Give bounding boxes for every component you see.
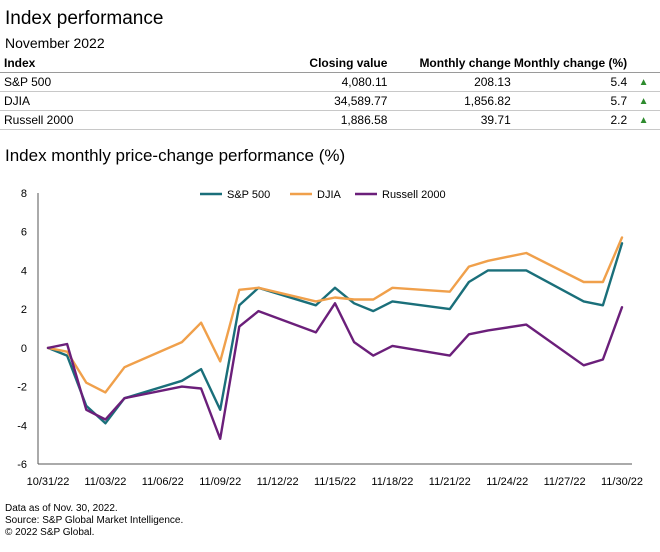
up-arrow-icon: ▲ [638, 76, 649, 88]
y-tick-label: 0 [21, 343, 27, 355]
x-tick-label: 11/18/22 [371, 476, 413, 488]
up-arrow-icon: ▲ [638, 114, 649, 126]
x-tick-label: 11/03/22 [84, 476, 126, 488]
row-index-name: DJIA [4, 94, 31, 108]
series-line-s-p-500 [46, 242, 624, 425]
row-monthly-change: 208.13 [474, 75, 511, 89]
x-axis: 10/31/22 11/03/22 11/06/22 11/09/22 11/12/22… [27, 463, 643, 488]
x-tick-label: 11/15/22 [314, 476, 356, 488]
footnotes: Data as of Nov. 30, 2022. Source: S&P Gl… [5, 503, 183, 539]
y-tick-label: -4 [17, 420, 27, 432]
x-tick-label: 11/09/22 [199, 476, 241, 488]
table-row: S&P 500 4,080.11 208.13 5.4 ▲ [0, 73, 660, 92]
series-lines [46, 236, 624, 440]
row-closing-value: 4,080.11 [341, 75, 388, 89]
y-tick-label: -2 [17, 382, 27, 394]
chart-title: Index monthly price-change performance (… [5, 146, 346, 165]
y-tick-label: -6 [17, 459, 27, 471]
index-performance-table: Index Closing value Monthly change Month… [0, 54, 660, 130]
legend-label: Russell 2000 [382, 189, 446, 201]
page-title: Index performance [5, 8, 164, 29]
footnote-source: Source: S&P Global Market Intelligence. [5, 515, 184, 526]
column-header-trend [627, 54, 660, 73]
line-chart: S&P 500 DJIA Russell 2000 -6 -4 -2 0 2 4 6 8 10/3… [17, 188, 643, 488]
x-tick-label: 11/27/22 [544, 476, 586, 488]
x-tick-label: 11/06/22 [142, 476, 184, 488]
table-row: DJIA 34,589.77 1,856.82 5.7 ▲ [0, 92, 660, 111]
column-header-monthly-change: Monthly change [419, 56, 511, 70]
row-monthly-change: 39.71 [480, 113, 511, 127]
x-tick-label: 11/30/22 [601, 476, 643, 488]
row-closing-value: 1,886.58 [340, 113, 388, 127]
up-arrow-icon: ▲ [638, 95, 649, 107]
x-tick-label: 10/31/22 [27, 476, 70, 488]
footnote-data-date: Data as of Nov. 30, 2022. [5, 503, 118, 514]
table-row: Russell 2000 1,886.58 39.71 2.2 ▲ [0, 111, 660, 130]
table-header-row: Index Closing value Monthly change Month… [0, 54, 660, 73]
y-tick-label: 4 [21, 265, 27, 277]
row-monthly-change-pct: 5.7 [610, 94, 628, 108]
row-index-name: Russell 2000 [4, 113, 74, 127]
column-header-monthly-change-pct: Monthly change (%) [513, 56, 628, 70]
y-axis: -6 -4 -2 0 2 4 6 8 [17, 188, 39, 471]
y-tick-label: 8 [21, 188, 27, 200]
x-tick-label: 11/12/22 [257, 476, 299, 488]
x-tick-label: 11/24/22 [486, 476, 528, 488]
series-line-djia [46, 236, 624, 394]
row-monthly-change: 1,856.82 [464, 94, 511, 108]
row-closing-value: 34,589.77 [334, 94, 388, 108]
column-header-index: Index [4, 56, 36, 70]
legend-label: S&P 500 [227, 189, 270, 201]
column-header-closing-value: Closing value [309, 56, 388, 70]
legend-label: DJIA [317, 189, 342, 201]
footnote-copyright: © 2022 S&P Global. [5, 527, 95, 538]
row-monthly-change-pct: 2.2 [610, 113, 628, 127]
row-index-name: S&P 500 [4, 75, 52, 89]
page-subtitle: November 2022 [5, 35, 105, 51]
y-tick-label: 2 [21, 304, 27, 316]
row-monthly-change-pct: 5.4 [610, 75, 628, 89]
y-tick-label: 6 [21, 227, 27, 239]
series-line-russell-2000 [46, 302, 624, 440]
x-tick-label: 11/21/22 [429, 476, 471, 488]
chart-legend: S&P 500 DJIA Russell 2000 [200, 189, 446, 201]
